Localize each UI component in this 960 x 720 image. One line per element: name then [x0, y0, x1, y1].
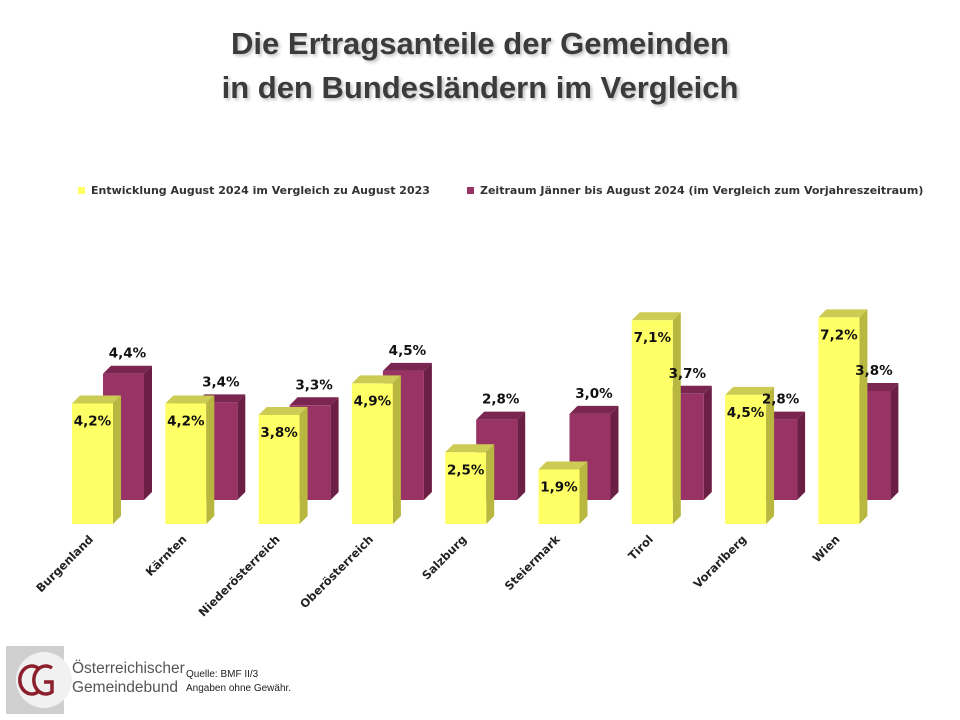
- bar-front: [72, 403, 113, 524]
- bar-top: [538, 461, 588, 470]
- bar-aug-2: [258, 406, 308, 524]
- chart-title: Die Ertragsanteile der Gemeinden in den …: [0, 22, 960, 110]
- bar-top: [725, 386, 775, 395]
- bar-side: [859, 309, 868, 524]
- category-label: Wien: [810, 532, 843, 565]
- bar-side: [890, 382, 899, 500]
- bar-side: [299, 406, 308, 524]
- source-line: Quelle: BMF II/3: [186, 669, 259, 680]
- bar-side: [610, 405, 619, 500]
- bar-side: [517, 411, 526, 500]
- bar-side: [672, 312, 681, 524]
- data-label: 3,0%: [575, 386, 613, 402]
- category-label: Niederösterreich: [196, 532, 283, 619]
- bar-front: [631, 320, 673, 524]
- bar-top: [818, 309, 868, 318]
- bar-side: [392, 375, 401, 524]
- bar-top: [382, 362, 432, 371]
- bar-top: [165, 395, 215, 404]
- legend-item-series-2: Zeitraum Jänner bis August 2024 (im Verg…: [467, 184, 923, 197]
- data-label: 1,9%: [540, 479, 578, 495]
- data-label: 4,2%: [74, 413, 112, 429]
- org-name: Österreichischer Gemeindebund: [72, 659, 185, 697]
- category-label: Vorarlberg: [690, 532, 749, 591]
- org-name-line-1: Österreichischer: [72, 660, 185, 677]
- bar-aug-0: [72, 395, 121, 524]
- data-label: 3,7%: [669, 366, 707, 382]
- bar-front: [725, 394, 767, 524]
- data-label: 2,5%: [447, 462, 485, 478]
- bar-front: [445, 452, 487, 524]
- logo-circle: [16, 652, 72, 708]
- data-label: 2,8%: [482, 392, 520, 408]
- data-label: 3,8%: [260, 425, 298, 441]
- bar-top: [72, 395, 121, 404]
- data-label: 4,5%: [727, 405, 765, 421]
- bar-front: [818, 317, 860, 524]
- bar-side: [486, 444, 495, 524]
- category-label: Oberösterreich: [297, 532, 376, 611]
- disclaimer-line: Angaben ohne Gewähr.: [186, 683, 292, 694]
- bar-top: [476, 411, 526, 420]
- data-label: 3,8%: [855, 363, 893, 379]
- bar-top: [445, 444, 495, 453]
- bar-top: [258, 406, 308, 415]
- gemeindebund-logo: [6, 646, 72, 714]
- legend-item-series-1: Entwicklung August 2024 im Vergleich zu …: [78, 184, 430, 197]
- category-label: Burgenland: [33, 532, 96, 595]
- bar-aug-5: [538, 461, 588, 524]
- bar-front: [351, 383, 393, 524]
- title-line-2: in den Bundesländern im Vergleich: [221, 70, 739, 105]
- legend-swatch-burgundy: [467, 187, 474, 194]
- bar-side: [797, 411, 806, 500]
- bar-top: [631, 312, 681, 321]
- bar-side: [144, 365, 152, 500]
- bar-front: [538, 469, 580, 524]
- bar-top: [103, 365, 152, 374]
- data-label: 4,4%: [109, 346, 147, 362]
- legend-label-series-1: Entwicklung August 2024 im Vergleich zu …: [91, 184, 430, 197]
- bar-aug-8: [818, 309, 868, 524]
- data-label: 3,3%: [295, 377, 333, 393]
- bar-aug-6: [631, 312, 681, 524]
- legend-label-series-2: Zeitraum Jänner bis August 2024 (im Verg…: [480, 184, 924, 197]
- bar-side: [330, 397, 339, 500]
- bar-aug-3: [351, 375, 401, 524]
- data-label: 4,9%: [354, 393, 392, 409]
- category-label: Kärnten: [143, 532, 190, 579]
- bar-side: [237, 394, 246, 500]
- bar-aug-7: [725, 386, 775, 524]
- category-label: Tirol: [625, 532, 656, 563]
- data-label: 7,2%: [820, 327, 858, 343]
- data-label: 4,5%: [389, 343, 427, 359]
- data-label: 3,4%: [202, 374, 240, 390]
- bar-side: [206, 395, 215, 524]
- bar-top: [351, 375, 401, 384]
- category-label: Steiermark: [502, 532, 563, 593]
- bar-top: [289, 397, 339, 406]
- data-label: 4,2%: [167, 413, 205, 429]
- bar-side: [579, 461, 588, 524]
- bar-aug-1: [165, 395, 215, 524]
- category-label: Salzburg: [419, 532, 469, 582]
- title-line-1: Die Ertragsanteile der Gemeinden: [231, 26, 729, 61]
- legend-swatch-yellow: [78, 187, 85, 194]
- bar-aug-4: [445, 444, 495, 524]
- bar-front: [165, 403, 207, 524]
- org-name-line-2: Gemeindebund: [72, 679, 178, 696]
- bar-top: [569, 405, 619, 414]
- logo-monogram-icon: [18, 664, 54, 696]
- bar-side: [113, 395, 121, 524]
- bar-side: [703, 385, 712, 500]
- bar-front: [258, 414, 300, 524]
- bar-side: [766, 386, 775, 524]
- source-note: Quelle: BMF II/3 Angaben ohne Gewähr.: [186, 668, 291, 696]
- data-label: 7,1%: [634, 330, 672, 346]
- bar-side: [423, 362, 432, 500]
- data-label: 2,8%: [762, 392, 800, 408]
